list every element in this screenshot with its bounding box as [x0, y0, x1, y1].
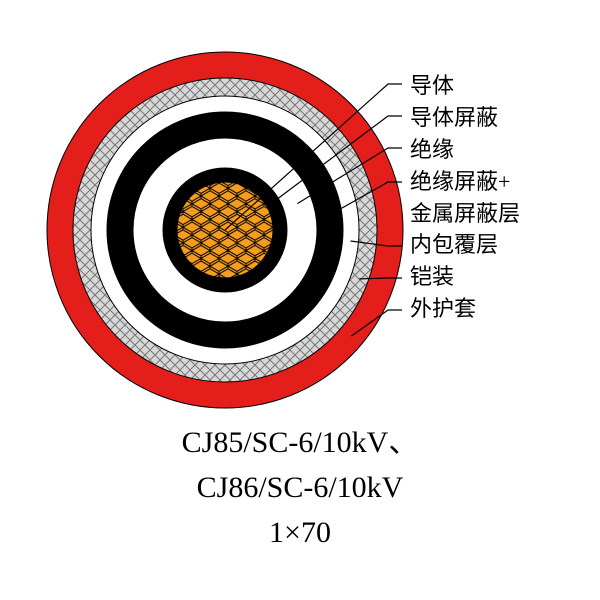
label-outer-sheath: 外护套: [410, 293, 520, 325]
caption-line-3: 1×70: [0, 510, 600, 555]
label-conductor: 导体: [410, 70, 520, 102]
caption-line-2: CJ86/SC-6/10kV: [0, 465, 600, 510]
caption: CJ85/SC-6/10kV、 CJ86/SC-6/10kV 1×70: [0, 420, 600, 555]
label-insulation-screen: 绝缘屏蔽+: [410, 166, 520, 198]
label-conductor-screen: 导体屏蔽: [410, 102, 520, 134]
label-metal-screen: 金属屏蔽层: [410, 198, 520, 230]
label-inner-covering: 内包覆层: [410, 229, 520, 261]
label-insulation: 绝缘: [410, 134, 520, 166]
caption-line-1: CJ85/SC-6/10kV、: [0, 420, 600, 465]
cable-cross-section-diagram: 导体 导体屏蔽 绝缘 绝缘屏蔽+ 金属屏蔽层 内包覆层 铠装 外护套: [30, 40, 570, 400]
layer-labels: 导体 导体屏蔽 绝缘 绝缘屏蔽+ 金属屏蔽层 内包覆层 铠装 外护套: [410, 70, 520, 325]
label-armour: 铠装: [410, 261, 520, 293]
